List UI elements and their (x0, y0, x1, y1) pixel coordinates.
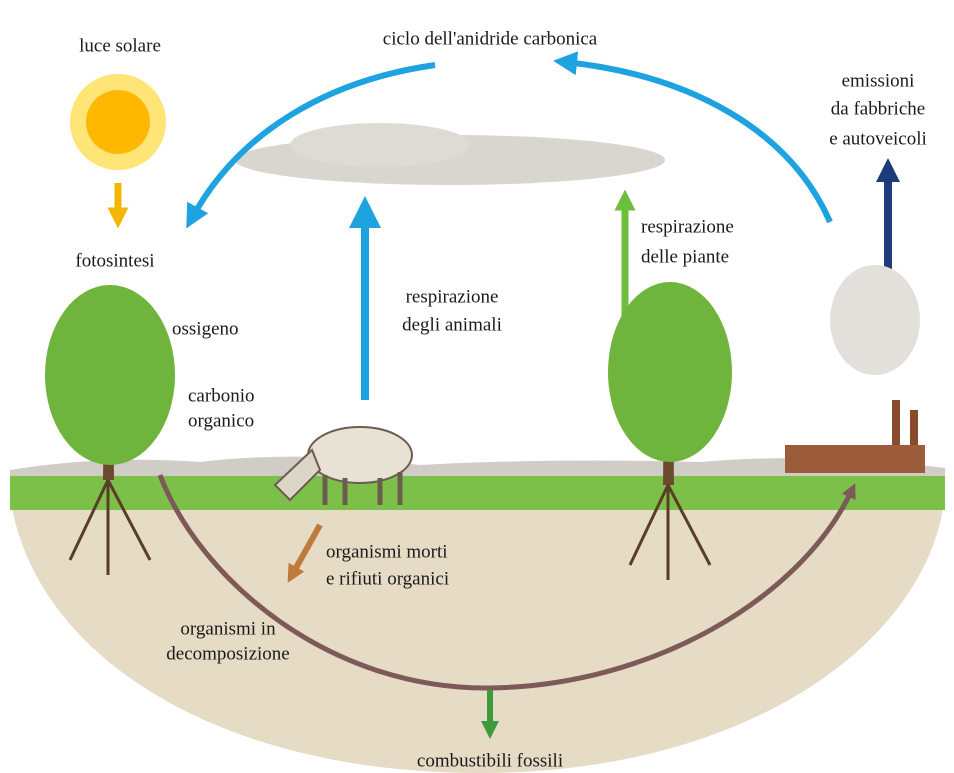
label: e rifiuti organici (326, 568, 449, 589)
label: respirazione (406, 286, 499, 307)
label: emissioni (842, 70, 915, 91)
label: degli animali (402, 314, 502, 335)
label: organismi in (180, 618, 276, 639)
label: ossigeno (172, 318, 239, 339)
label: da fabbriche (831, 98, 925, 119)
label: luce solare (79, 35, 161, 56)
label: fotosintesi (75, 250, 154, 271)
carbon-cycle-diagram: luce solare ciclo dell'anidride carbonic… (0, 0, 954, 773)
label: combustibili fossili (417, 750, 563, 771)
grass (10, 476, 945, 510)
label: e autoveicoli (829, 128, 927, 149)
cloud (290, 123, 470, 167)
factory (785, 265, 925, 473)
label: ciclo dell'anidride carbonica (383, 28, 598, 49)
sun (70, 74, 166, 170)
label: respirazione (641, 216, 734, 237)
arrow (565, 62, 830, 222)
label: delle piante (641, 246, 729, 267)
label: organismi morti (326, 541, 448, 562)
soil (10, 495, 945, 773)
label: decomposizione (166, 643, 289, 664)
label: organico (188, 410, 254, 431)
label: carbonio (188, 385, 254, 406)
